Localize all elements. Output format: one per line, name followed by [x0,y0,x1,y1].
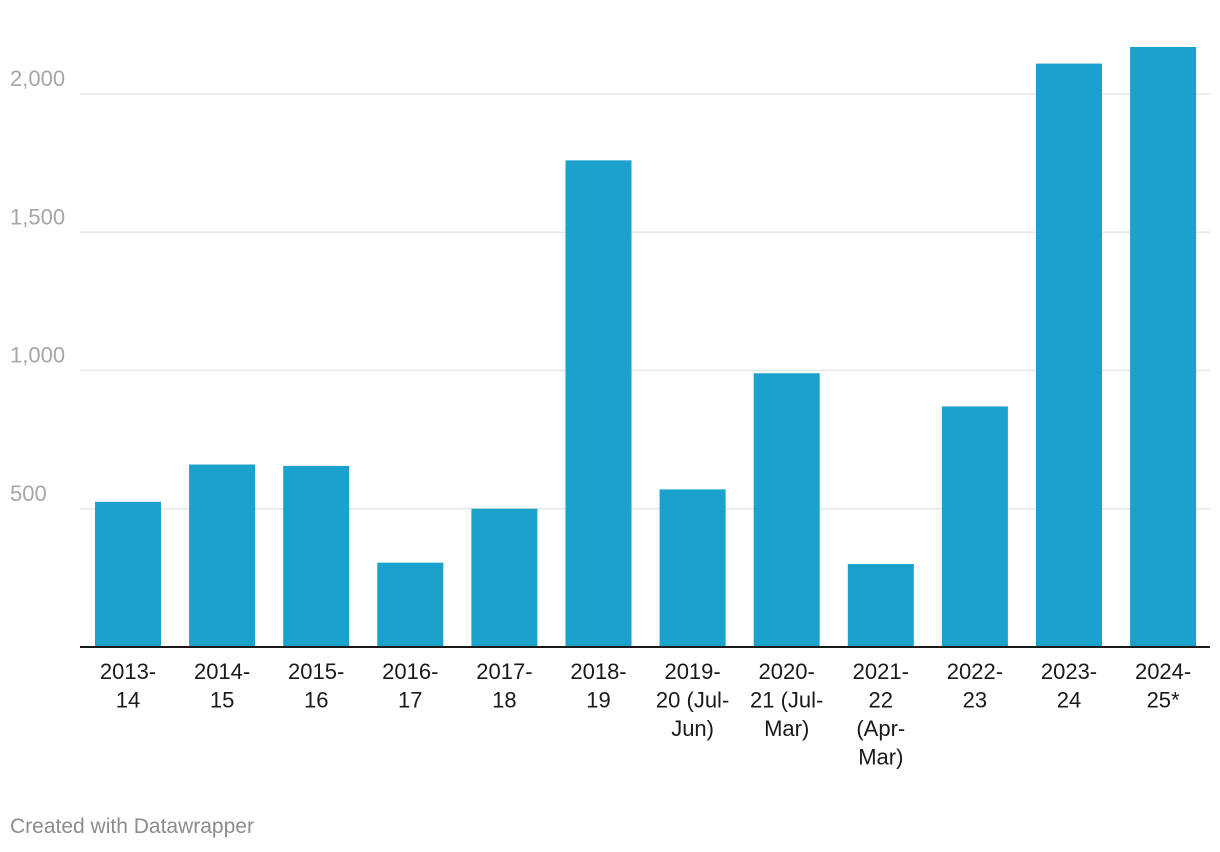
x-tick-label: 2019-20 (Jul-Jun) [656,659,729,741]
x-tick-label: 2023-24 [1041,659,1097,713]
bar [283,465,350,647]
y-tick-label: 1,000 [10,343,65,368]
x-tick-label: 2022-23 [947,659,1003,713]
gridlines [80,93,1210,510]
x-tick-label: 2021-22 (Apr-Mar) [853,659,909,770]
x-tick-label: 2013-14 [100,659,156,713]
x-tick-label: 2017-18 [476,659,532,713]
bar [1036,63,1102,647]
x-tick-label: 2020-21 (Jul-Mar) [750,659,823,741]
bar [565,160,632,648]
x-axis-ticks: 2013-14 2014-15 2015-16 2016-17 2017-18 2018-… [100,659,1191,770]
y-axis-ticks: 500 1,000 1,500 2,000 [10,66,65,506]
x-tick-label: 2018-19 [570,659,626,713]
bar [471,508,538,647]
bar [753,373,820,647]
credit-footer: Created with Datawrapper [10,815,254,838]
bar [1130,46,1197,648]
bar [95,501,161,647]
bars [95,46,1197,648]
y-tick-label: 2,000 [10,66,65,91]
y-tick-label: 1,500 [10,204,65,229]
bar [847,564,914,647]
x-tick-label: 2015-16 [288,659,344,713]
bar [189,464,256,647]
bar [941,406,1008,647]
x-tick-label: 2014-15 [194,659,250,713]
bar [377,562,444,647]
bar [659,489,726,647]
x-tick-label: 2016-17 [382,659,438,713]
x-tick-label: 2024-25* [1135,659,1191,713]
y-tick-label: 500 [10,481,47,506]
